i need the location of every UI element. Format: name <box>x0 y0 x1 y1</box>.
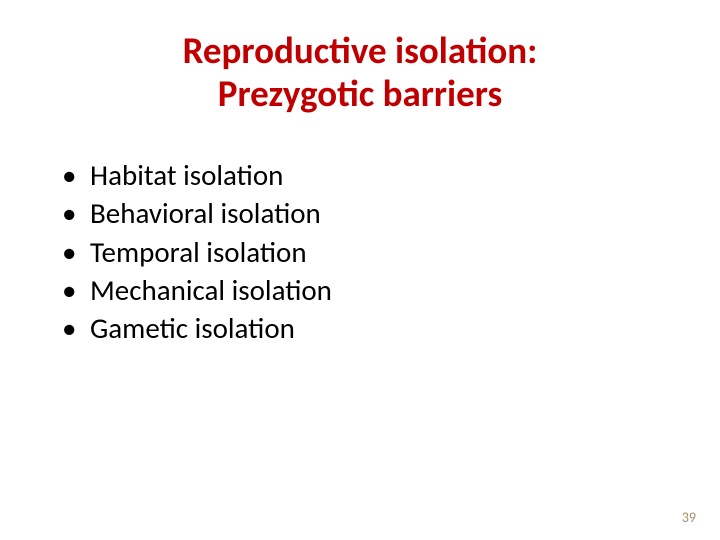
list-item: Habitat isolation <box>62 157 672 193</box>
list-item: Behavioral isolation <box>62 195 672 231</box>
slide-title: Reproductive isolation: Prezygotic barri… <box>48 30 672 115</box>
slide: Reproductive isolation: Prezygotic barri… <box>0 0 720 540</box>
title-line-1: Reproductive isolation: <box>48 30 672 73</box>
list-item: Gametic isolation <box>62 310 672 346</box>
list-item: Mechanical isolation <box>62 272 672 308</box>
list-item: Temporal isolation <box>62 234 672 270</box>
bullet-list: Habitat isolation Behavioral isolation T… <box>48 157 672 346</box>
title-line-2: Prezygotic barriers <box>48 73 672 116</box>
page-number: 39 <box>682 509 696 526</box>
